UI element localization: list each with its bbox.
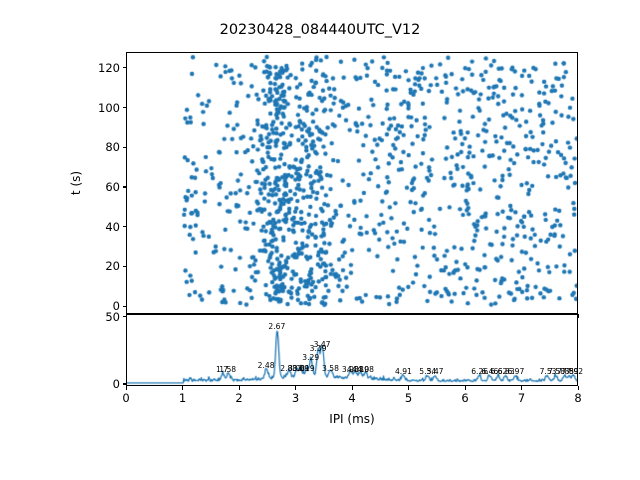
peak-label: 7.58 bbox=[548, 366, 565, 376]
peak-label: 7.89 bbox=[561, 366, 579, 376]
scatter-plot-axes bbox=[126, 52, 578, 314]
x-tick-label: 2 bbox=[235, 391, 243, 405]
y-tick-label: 60 bbox=[105, 179, 120, 194]
peak-label: 4.91 bbox=[394, 366, 412, 376]
peak-label: 3.47 bbox=[313, 339, 331, 349]
y-tick-mark bbox=[122, 67, 126, 69]
peak-label: 3.39 bbox=[309, 343, 327, 353]
y-tick-mark bbox=[122, 146, 126, 148]
histogram-axes bbox=[126, 314, 578, 386]
x-tick-mark bbox=[408, 386, 410, 390]
peak-label: 1.7 bbox=[216, 365, 229, 375]
x-tick-label: 5 bbox=[404, 391, 413, 405]
peak-label: 6.26 bbox=[471, 366, 489, 376]
peak-label: 3.58 bbox=[322, 363, 339, 373]
y-tick-label: 40 bbox=[105, 219, 120, 234]
y-tick-label: 20 bbox=[105, 259, 120, 274]
y-tick-mark bbox=[122, 305, 126, 307]
y-tick-mark bbox=[122, 265, 126, 267]
page-title: 20230428_084440UTC_V12 bbox=[219, 22, 421, 38]
y-tick-label: 0 bbox=[112, 299, 120, 314]
y-tick-mark bbox=[122, 186, 126, 188]
peak-label: 4.19 bbox=[352, 365, 369, 375]
y-tick-mark bbox=[122, 107, 126, 109]
x-tick-mark bbox=[295, 386, 297, 390]
y-tick-label: 100 bbox=[98, 100, 120, 115]
y-tick-mark bbox=[122, 383, 126, 385]
peak-label: 3.29 bbox=[302, 353, 320, 363]
y-tick-mark bbox=[122, 226, 126, 228]
peak-label: 2.88 bbox=[280, 363, 298, 373]
peak-label: 6.46 bbox=[481, 366, 499, 376]
peak-label: 7.85 bbox=[557, 366, 575, 376]
x-tick-mark bbox=[125, 386, 127, 390]
x-tick-mark bbox=[351, 386, 353, 390]
peak-label: 6.62 bbox=[490, 366, 508, 376]
peak-label: 7.53 bbox=[539, 366, 557, 376]
x-tick-mark bbox=[182, 386, 184, 390]
peak-label: 1.58 bbox=[219, 365, 237, 375]
y-axis-label: t (s) bbox=[69, 170, 83, 196]
peak-label: 3.98 bbox=[341, 365, 359, 375]
x-tick-label: 6 bbox=[461, 391, 469, 405]
x-axis-label: IPI (ms) bbox=[329, 412, 375, 426]
peak-label: 2.67 bbox=[268, 322, 286, 332]
x-tick-label: 1 bbox=[178, 391, 187, 405]
peak-label: 4.08 bbox=[357, 365, 375, 375]
peak-label: 6.97 bbox=[507, 366, 525, 376]
histogram-data-layer bbox=[127, 315, 577, 385]
x-tick-mark bbox=[464, 386, 466, 390]
x-tick-mark bbox=[577, 386, 579, 390]
y-tick-label: 120 bbox=[98, 60, 120, 75]
x-tick-mark bbox=[238, 386, 240, 390]
peak-label: 2.48 bbox=[257, 361, 275, 371]
y-tick-label: 80 bbox=[105, 140, 120, 155]
peak-label: 5.34 bbox=[419, 366, 437, 376]
x-tick-mark bbox=[521, 386, 523, 390]
peak-label: 3.09 bbox=[292, 363, 310, 373]
x-tick-label: 8 bbox=[574, 391, 582, 405]
peak-label: 5.47 bbox=[426, 366, 444, 376]
peak-label: 7.92 bbox=[566, 366, 584, 376]
y-tick-label: 50 bbox=[105, 309, 120, 324]
x-tick-label: 3 bbox=[291, 391, 300, 405]
x-tick-label: 4 bbox=[348, 391, 356, 405]
x-tick-mark bbox=[577, 314, 579, 318]
peak-label: 4.08 bbox=[346, 365, 364, 375]
y-tick-mark bbox=[122, 316, 126, 318]
peak-label: 3.03 bbox=[288, 363, 306, 373]
x-tick-label: 0 bbox=[122, 391, 130, 405]
peak-label: 3.19 bbox=[297, 363, 315, 373]
scatter-data-layer bbox=[127, 53, 577, 313]
y-tick-label: 0 bbox=[112, 376, 120, 391]
x-tick-label: 7 bbox=[517, 391, 526, 405]
peak-label: 6.83 bbox=[497, 366, 515, 376]
